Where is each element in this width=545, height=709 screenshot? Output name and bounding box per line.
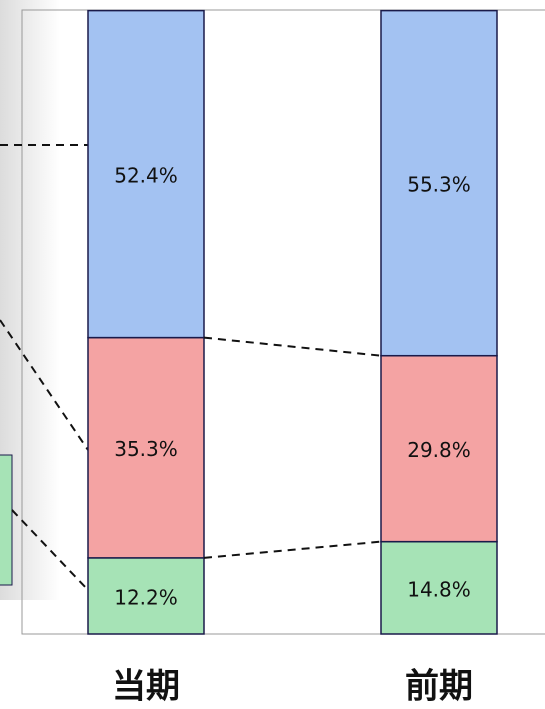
left-connectors bbox=[0, 144, 93, 591]
bar-segment bbox=[87, 9, 205, 339]
plot-frame bbox=[21, 9, 545, 635]
bar-segment bbox=[87, 557, 205, 635]
value-label: 14.8% bbox=[407, 577, 471, 601]
connector bbox=[203, 336, 382, 357]
value-label: 52.4% bbox=[114, 164, 178, 188]
value-label: 29.8% bbox=[407, 438, 471, 462]
x-tick-label: 前期 bbox=[405, 667, 473, 707]
value-label: 35.3% bbox=[114, 437, 178, 461]
bar-segment bbox=[87, 336, 205, 559]
left-green-box bbox=[0, 454, 13, 586]
x-tick-label: 当期 bbox=[112, 667, 180, 707]
connector bbox=[203, 540, 382, 559]
value-label: 55.3% bbox=[407, 173, 471, 197]
bar-segment bbox=[380, 354, 498, 543]
value-label: 12.2% bbox=[114, 585, 178, 609]
bar-segment bbox=[380, 9, 498, 357]
